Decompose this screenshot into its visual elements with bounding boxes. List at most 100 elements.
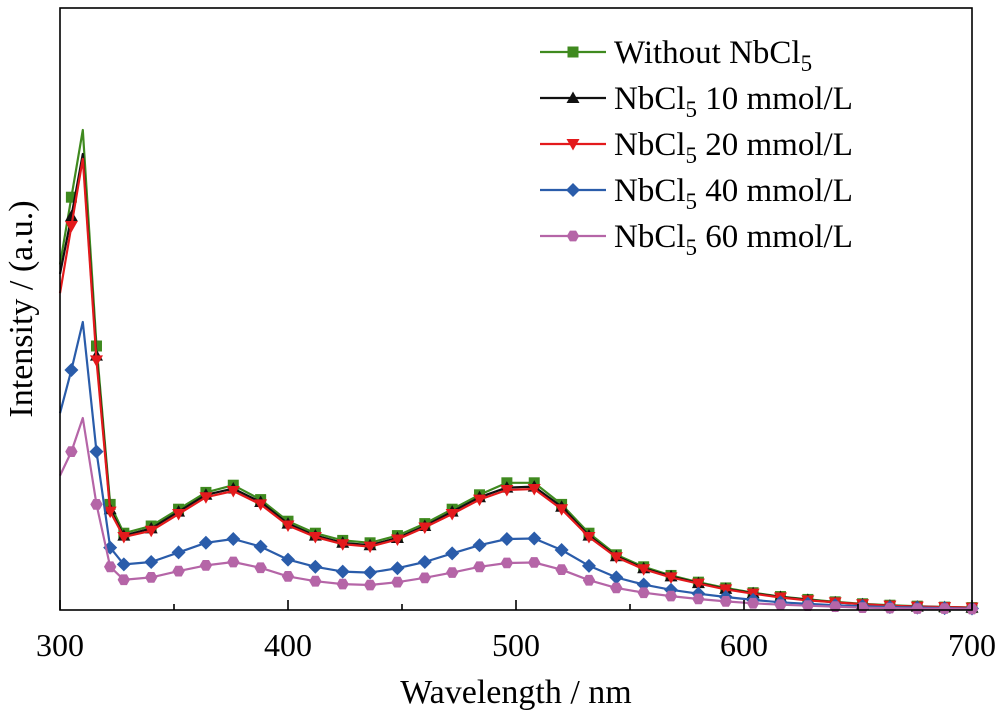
x-tick-label: 600	[720, 627, 768, 663]
data-point	[198, 535, 213, 550]
data-point	[117, 532, 131, 544]
x-tick-label: 300	[36, 627, 84, 663]
data-point	[171, 545, 186, 560]
data-point	[418, 522, 432, 534]
data-point	[746, 597, 760, 609]
data-point	[253, 539, 268, 554]
x-tick-label: 700	[948, 627, 996, 663]
data-point	[911, 603, 924, 614]
legend-label: NbCl5 60 mmol/L	[614, 219, 853, 260]
legend-label-main: NbCl	[614, 219, 686, 255]
x-tick-label: 400	[264, 627, 312, 663]
data-point	[445, 509, 459, 521]
data-point	[637, 564, 651, 576]
data-point	[254, 499, 268, 511]
series-5	[59, 416, 979, 615]
data-point	[390, 561, 405, 576]
data-point	[938, 603, 951, 614]
data-point	[774, 599, 787, 611]
legend-label-rest: 60 mmol/L	[697, 219, 853, 255]
data-point	[64, 221, 78, 233]
data-point	[500, 557, 514, 569]
data-point	[65, 191, 77, 203]
legend-item-5: NbCl5 60 mmol/L	[540, 219, 853, 260]
data-point	[281, 571, 295, 582]
data-point	[199, 492, 213, 504]
series-line	[58, 320, 973, 610]
legend-label-subscript: 5	[686, 235, 698, 260]
legend-label-main: NbCl	[614, 173, 686, 209]
data-point	[417, 555, 432, 569]
data-point	[445, 546, 460, 561]
data-point	[801, 600, 814, 611]
data-point	[499, 531, 514, 546]
data-point	[473, 494, 487, 507]
data-point	[527, 531, 542, 546]
data-point	[116, 557, 131, 572]
data-point	[172, 509, 186, 521]
legend-label-subscript: 5	[686, 143, 698, 168]
legend-label-rest: 40 mmol/L	[697, 173, 853, 209]
data-point	[363, 541, 377, 554]
legend-label-subscript: 5	[686, 97, 698, 122]
data-point	[472, 538, 487, 553]
y-axis-title: Intensity / (a.u.)	[3, 200, 40, 417]
legend-label-main: Without NbCl	[614, 35, 801, 71]
data-point	[117, 574, 130, 586]
data-point	[418, 572, 431, 584]
data-point	[363, 565, 378, 580]
data-point	[391, 576, 404, 588]
legend-label-main: NbCl	[614, 81, 686, 117]
data-point	[144, 555, 159, 569]
legend-item-3: NbCl5 20 mmol/L	[540, 127, 853, 168]
data-point	[336, 539, 350, 551]
data-point	[281, 552, 295, 567]
data-point	[172, 565, 185, 577]
data-point	[89, 444, 104, 459]
data-point	[555, 504, 569, 516]
data-point	[473, 561, 486, 573]
legend-item-1: Without NbCl5	[540, 35, 812, 76]
legend-label-main: NbCl	[614, 127, 686, 163]
data-point	[103, 506, 117, 519]
x-axis-title: Wavelength / nm	[400, 674, 631, 711]
legend-label-subscript: 5	[801, 51, 813, 76]
series-line	[59, 416, 973, 611]
series-4	[58, 320, 979, 616]
data-point	[554, 543, 569, 557]
data-point	[582, 574, 596, 586]
data-point	[308, 532, 322, 544]
legend-label-rest: 20 mmol/L	[697, 127, 853, 163]
data-point	[65, 446, 78, 457]
data-point	[90, 499, 103, 510]
data-point	[528, 557, 541, 568]
data-point	[227, 556, 240, 568]
legend-label: NbCl5 20 mmol/L	[614, 127, 853, 168]
data-point	[199, 560, 213, 571]
legend-item-4: NbCl5 40 mmol/L	[540, 173, 853, 214]
legend-marker	[566, 139, 580, 151]
data-point	[335, 564, 350, 579]
data-point	[64, 209, 78, 222]
data-point	[308, 559, 323, 574]
data-point	[664, 590, 678, 602]
data-point	[145, 572, 158, 583]
data-point	[500, 485, 514, 497]
legend-marker	[567, 46, 579, 58]
legend-label-subscript: 5	[686, 189, 698, 214]
x-tick-label: 500	[492, 627, 540, 663]
legend-label: NbCl5 10 mmol/L	[614, 81, 853, 122]
data-point	[637, 587, 650, 599]
data-point	[104, 561, 117, 573]
data-point	[446, 567, 459, 578]
data-point	[226, 531, 241, 546]
data-point	[609, 570, 624, 585]
data-point	[555, 564, 568, 575]
legend-marker	[566, 230, 580, 242]
data-point	[254, 562, 267, 574]
data-point	[692, 593, 705, 605]
data-point	[89, 355, 103, 367]
data-point	[664, 572, 678, 584]
data-point	[582, 532, 596, 544]
